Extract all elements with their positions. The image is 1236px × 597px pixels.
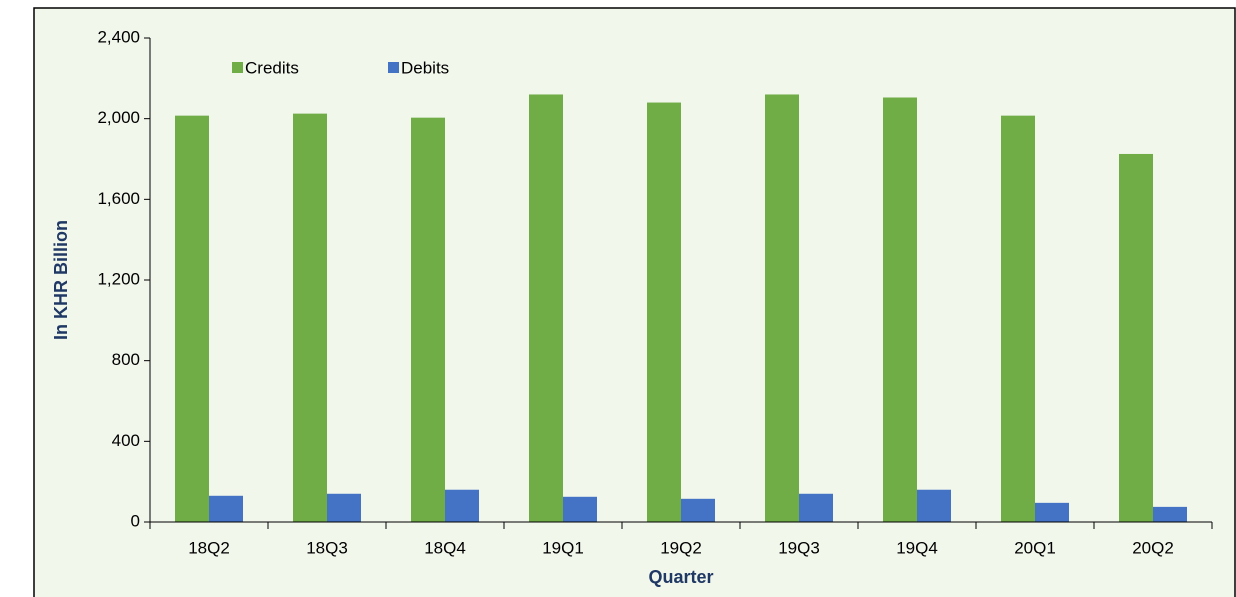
y-tick-label: 1,600 — [97, 189, 140, 208]
bar — [1035, 502, 1069, 522]
x-axis-title: Quarter — [648, 567, 713, 587]
x-tick-label: 19Q1 — [542, 538, 584, 557]
y-tick-label: 800 — [112, 350, 140, 369]
bar — [293, 113, 327, 522]
legend-swatch — [232, 62, 243, 73]
y-tick-label: 1,200 — [97, 269, 140, 288]
legend-swatch — [388, 62, 399, 73]
bar — [563, 496, 597, 522]
y-tick-label: 2,400 — [97, 27, 140, 46]
y-tick-label: 400 — [112, 431, 140, 450]
y-tick-label: 0 — [131, 511, 140, 530]
legend-label: Credits — [245, 58, 299, 77]
x-tick-label: 18Q3 — [306, 538, 348, 557]
bar — [765, 94, 799, 522]
bar — [681, 498, 715, 522]
bar — [411, 117, 445, 523]
bar — [647, 102, 681, 523]
y-tick-label: 2,000 — [97, 108, 140, 127]
bar — [1119, 153, 1153, 523]
bar — [799, 493, 833, 522]
bar — [209, 495, 243, 522]
bar — [529, 94, 563, 522]
bar — [883, 97, 917, 522]
x-tick-label: 20Q2 — [1132, 538, 1174, 557]
bar — [175, 115, 209, 523]
x-tick-label: 19Q4 — [896, 538, 938, 557]
legend-label: Debits — [401, 58, 449, 77]
bar — [917, 489, 951, 522]
x-tick-label: 19Q3 — [778, 538, 820, 557]
y-axis-title: In KHR Billion — [51, 220, 71, 340]
bar — [327, 493, 361, 522]
bar — [1001, 115, 1035, 523]
x-tick-label: 18Q2 — [188, 538, 230, 557]
x-tick-label: 19Q2 — [660, 538, 702, 557]
bar — [445, 489, 479, 522]
bar — [1153, 506, 1187, 522]
x-tick-label: 18Q4 — [424, 538, 466, 557]
x-tick-label: 20Q1 — [1014, 538, 1056, 557]
